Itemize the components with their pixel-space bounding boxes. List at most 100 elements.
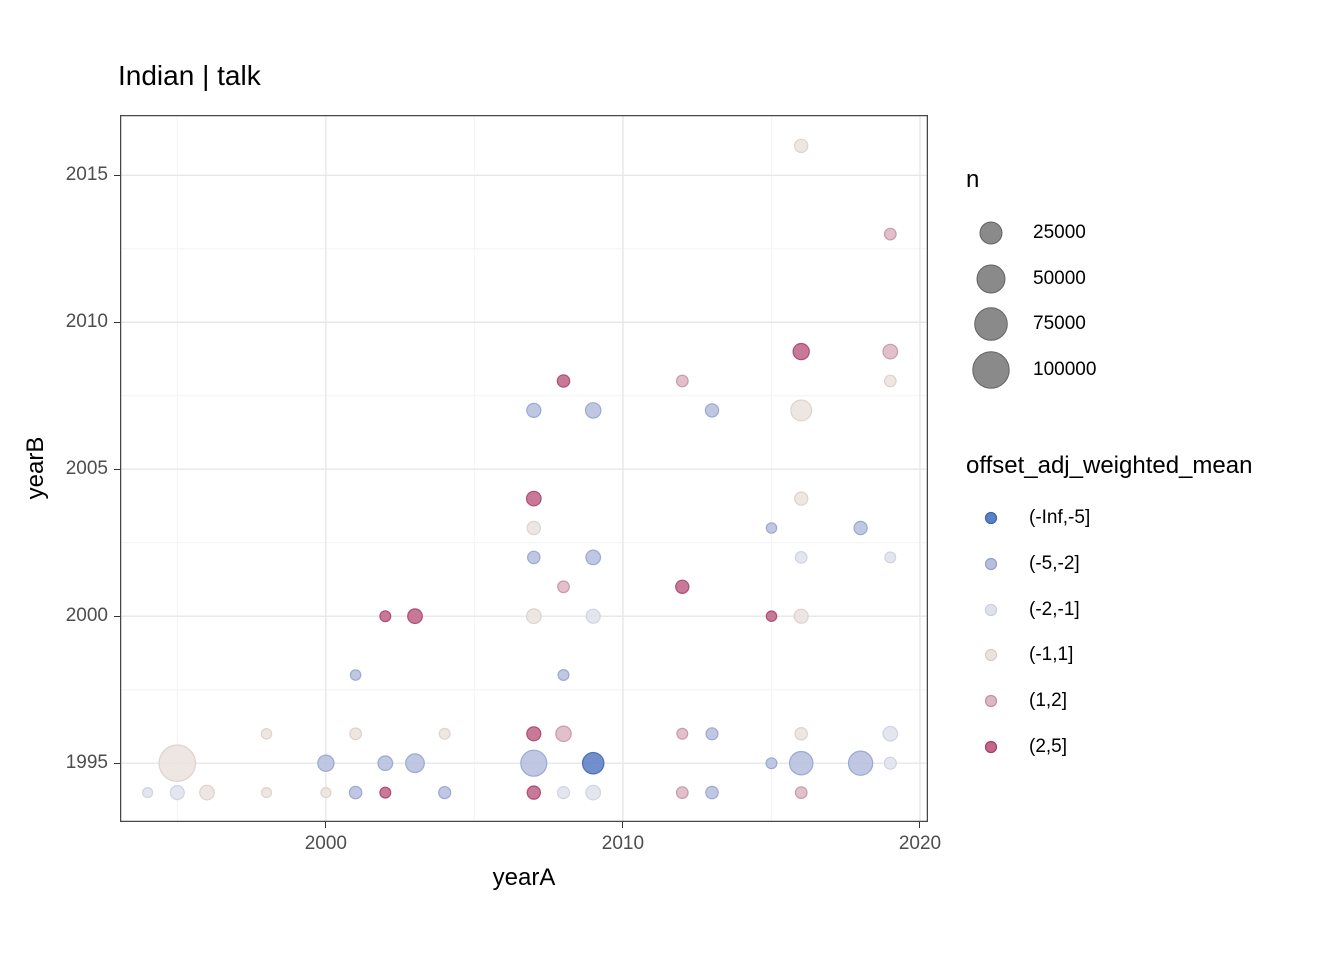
- size-key-circle: [976, 264, 1006, 294]
- data-point: [158, 744, 197, 783]
- size-legend-item: 100000: [966, 348, 1096, 392]
- y-tick-label: 2015: [65, 164, 108, 186]
- color-legend-item: (-5,-2]: [966, 542, 1080, 586]
- data-point: [557, 668, 570, 681]
- data-point: [585, 549, 602, 566]
- data-point: [675, 786, 689, 799]
- data-point: [794, 138, 809, 154]
- color-key-dot: [984, 603, 998, 616]
- y-tick-mark: [114, 762, 120, 764]
- size-key-circle: [972, 351, 1010, 389]
- plot-panel: [120, 115, 928, 822]
- data-point: [260, 786, 273, 799]
- data-point: [884, 551, 897, 564]
- scatter-canvas: [120, 115, 928, 822]
- data-point: [794, 491, 809, 506]
- data-point: [556, 785, 571, 800]
- data-point: [260, 727, 273, 740]
- data-point: [676, 727, 689, 740]
- color-legend-item: (2,5]: [966, 725, 1067, 769]
- y-tick-mark: [114, 615, 120, 617]
- color-legend-item: (-2,-1]: [966, 588, 1080, 632]
- data-point: [142, 786, 154, 799]
- data-point: [526, 726, 542, 742]
- x-tick-mark: [325, 822, 327, 828]
- color-legend-title: offset_adj_weighted_mean: [966, 452, 1253, 479]
- color-key-dot: [984, 557, 998, 571]
- data-point: [882, 725, 899, 742]
- data-point: [438, 727, 451, 740]
- data-point: [526, 402, 542, 418]
- data-point: [199, 784, 215, 801]
- data-point: [883, 374, 897, 388]
- y-tick-mark: [114, 321, 120, 323]
- data-point: [792, 342, 810, 361]
- data-point: [793, 608, 809, 624]
- data-point: [379, 786, 392, 799]
- data-point: [794, 551, 808, 564]
- color-legend-label: (-Inf,-5]: [1029, 507, 1091, 529]
- data-point: [349, 727, 363, 741]
- data-point: [405, 753, 425, 774]
- size-legend-title: n: [966, 166, 980, 193]
- data-point: [526, 520, 541, 536]
- data-point: [348, 785, 363, 800]
- data-point: [794, 786, 808, 799]
- size-legend-item: 75000: [966, 302, 1086, 346]
- size-legend-label: 25000: [1033, 222, 1086, 243]
- color-legend-label: (-5,-2]: [1029, 553, 1080, 574]
- data-point: [705, 785, 719, 800]
- data-point: [883, 756, 897, 770]
- data-point: [169, 784, 185, 801]
- data-point: [788, 750, 814, 776]
- data-point: [581, 751, 605, 775]
- y-tick-label: 2010: [65, 311, 108, 333]
- x-tick-label: 2000: [304, 833, 347, 854]
- data-point: [320, 786, 332, 799]
- data-point: [525, 490, 542, 507]
- x-tick-label: 2020: [898, 833, 942, 854]
- chart-title: Indian | talk: [118, 60, 261, 91]
- data-point: [526, 785, 541, 800]
- data-point: [379, 610, 392, 623]
- size-legend-label: 50000: [1033, 267, 1086, 289]
- color-legend-label: (2,5]: [1029, 735, 1068, 757]
- data-point: [882, 343, 899, 360]
- data-point: [555, 725, 572, 743]
- color-key-dot: [984, 694, 998, 708]
- color-key-dot: [984, 649, 998, 662]
- data-point: [585, 784, 602, 801]
- data-point: [584, 402, 602, 419]
- data-point: [675, 374, 689, 388]
- size-legend-label: 75000: [1033, 313, 1086, 335]
- y-tick-mark: [114, 174, 120, 176]
- data-point: [853, 520, 868, 536]
- data-point: [557, 580, 570, 594]
- color-legend-item: (-1,1]: [966, 633, 1073, 677]
- x-tick-mark: [622, 822, 624, 828]
- data-point: [765, 757, 778, 770]
- data-point: [520, 749, 548, 777]
- x-tick-label: 2010: [601, 833, 645, 854]
- color-legend-item: (-Inf,-5]: [966, 496, 1090, 540]
- x-axis-title: yearA: [492, 864, 556, 891]
- color-key-dot: [984, 512, 998, 525]
- data-point: [407, 608, 423, 625]
- size-legend-item: 25000: [966, 211, 1086, 255]
- data-point: [847, 750, 874, 776]
- data-point: [790, 399, 813, 422]
- data-point: [526, 550, 541, 565]
- data-point: [765, 610, 778, 622]
- data-point: [705, 727, 719, 741]
- y-tick-label: 2005: [65, 458, 108, 480]
- data-point: [525, 608, 542, 625]
- data-point: [883, 227, 897, 241]
- size-legend-item: 50000: [966, 257, 1086, 301]
- color-key-dot: [984, 740, 998, 753]
- size-key-circle: [979, 221, 1003, 245]
- color-legend-item: (1,2]: [966, 679, 1067, 723]
- data-point: [556, 374, 571, 388]
- x-tick-mark: [919, 822, 921, 828]
- y-tick-label: 1995: [65, 752, 108, 774]
